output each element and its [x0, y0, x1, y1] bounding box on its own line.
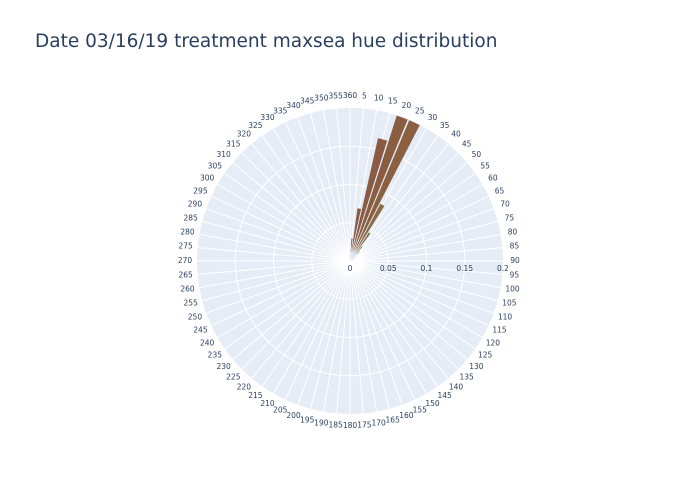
bar-wedge [349, 137, 388, 262]
angular-tick-label: 190 [314, 418, 329, 427]
radial-tick-label: 0 [348, 264, 353, 273]
radial-tick-label: 0.1 [421, 264, 433, 273]
angular-tick-label: 5 [362, 92, 367, 101]
angular-tick-label: 340 [286, 101, 301, 110]
angular-tick-label: 10 [374, 94, 384, 103]
angular-tick-label: 95 [510, 270, 520, 279]
angular-tick-label: 295 [193, 186, 208, 195]
angular-tick-label: 310 [216, 150, 231, 159]
chart-title: Date 03/16/19 treatment maxsea hue distr… [35, 31, 498, 52]
angular-tick-label: 345 [300, 97, 315, 106]
angular-tick-label: 285 [183, 213, 198, 222]
angular-tick-label: 70 [500, 200, 510, 209]
angular-tick-label: 55 [480, 161, 490, 170]
angular-tick-label: 235 [208, 351, 223, 360]
angular-tick-label: 215 [248, 391, 263, 400]
radial-axis: 0 0.05 0.1 0.15 0.2 [348, 260, 509, 273]
angular-tick-label: 40 [451, 130, 461, 139]
angular-tick-label: 360 [343, 91, 358, 100]
angular-tick-label: 170 [371, 418, 386, 427]
angular-tick-label: 330 [260, 113, 275, 122]
angular-tick-label: 100 [505, 285, 520, 294]
angular-tick-label: 260 [180, 285, 195, 294]
angular-tick-label: 250 [188, 312, 203, 321]
angular-tick-label: 200 [286, 411, 301, 420]
angular-tick-label: 210 [260, 399, 275, 408]
angular-tick-label: 135 [460, 373, 475, 382]
bar-wedge [349, 114, 409, 262]
angular-tick-label: 120 [486, 339, 501, 348]
angular-tick-label: 165 [386, 415, 401, 424]
angular-tick-label: 180 [343, 421, 358, 430]
angular-tick-label: 30 [428, 113, 438, 122]
angular-tick-label: 315 [226, 139, 241, 148]
angular-tick-label: 65 [495, 186, 505, 195]
angular-tick-label: 35 [440, 121, 450, 130]
angular-tick-label: 225 [226, 373, 241, 382]
angular-tick-label: 240 [200, 339, 215, 348]
angular-tick-label: 145 [437, 391, 452, 400]
angular-tick-label: 75 [505, 213, 515, 222]
angular-tick-label: 230 [216, 362, 231, 371]
angular-tick-label: 265 [178, 270, 193, 279]
angular-tick-label: 90 [510, 256, 520, 265]
angular-tick-label: 205 [273, 406, 288, 415]
angular-tick-label: 60 [488, 174, 498, 183]
angular-tick-label: 245 [193, 326, 208, 335]
angular-tick-label: 45 [462, 139, 472, 148]
angular-tick-label: 275 [178, 242, 193, 251]
angular-tick-label: 110 [498, 312, 513, 321]
bar-series [349, 114, 421, 262]
angular-tick-label: 15 [388, 97, 398, 106]
angular-tick-label: 300 [200, 174, 215, 183]
angular-tick-label: 195 [300, 415, 315, 424]
angular-tick-label: 320 [237, 130, 252, 139]
bar-wedge [349, 203, 386, 262]
angular-tick-label: 25 [415, 106, 425, 115]
radial-tick-label: 0.15 [456, 264, 473, 273]
angular-tick-label: 325 [248, 121, 263, 130]
angular-tick-label: 290 [188, 200, 203, 209]
angular-tick-label: 150 [425, 399, 440, 408]
angular-tick-label: 155 [413, 406, 428, 415]
radial-tick-label: 0.05 [380, 264, 397, 273]
angular-tick-label: 130 [469, 362, 484, 371]
angular-tick-label: 105 [502, 299, 517, 308]
radial-tick-label: 0.2 [497, 264, 509, 273]
angular-tick-label: 280 [180, 227, 195, 236]
bar-wedge [349, 231, 372, 262]
angular-tick-label: 175 [357, 420, 372, 429]
angular-tick-label: 140 [449, 382, 464, 391]
angular-tick-label: 335 [273, 106, 288, 115]
angular-tick-label: 125 [478, 351, 493, 360]
angular-tick-label: 85 [510, 242, 520, 251]
angular-tick-label: 350 [314, 94, 329, 103]
angular-tick-label: 115 [492, 326, 507, 335]
angular-tick-label: 185 [328, 420, 343, 429]
angular-tick-label: 255 [183, 299, 198, 308]
angular-tick-label: 355 [328, 92, 343, 101]
angular-tick-label: 305 [208, 161, 223, 170]
angular-tick-label: 160 [399, 411, 414, 420]
angular-tick-label: 50 [472, 150, 482, 159]
angular-tick-label: 20 [402, 101, 412, 110]
angular-tick-label: 80 [508, 227, 518, 236]
bar-wedge [349, 119, 421, 262]
angular-tick-label: 220 [237, 382, 252, 391]
angular-tick-label: 270 [178, 256, 193, 265]
